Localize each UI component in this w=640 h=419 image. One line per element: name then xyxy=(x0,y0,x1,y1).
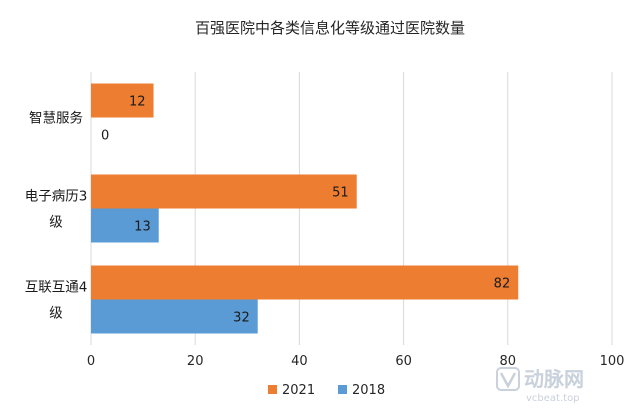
watermark: 动脉网 vcbeat.top xyxy=(496,367,584,404)
data-label-2021-2: 82 xyxy=(494,277,511,292)
bars: 12 0 51 13 82 32 xyxy=(91,83,519,334)
bar-2021-2 xyxy=(91,265,519,300)
x-tick-label-60: 60 xyxy=(395,354,412,369)
x-tick-label-100: 100 xyxy=(600,354,625,369)
x-tick-label-20: 20 xyxy=(187,354,204,369)
bar-2021-0 xyxy=(91,83,154,118)
bar-2021-1 xyxy=(91,174,357,209)
legend-label-2021: 2021 xyxy=(282,383,315,398)
legend-label-2018: 2018 xyxy=(352,383,385,398)
x-tick-labels: 0 20 40 60 80 100 xyxy=(87,354,625,369)
bar-2018-2 xyxy=(91,299,258,334)
legend: 2021 2018 xyxy=(268,383,385,398)
x-tick-label-0: 0 xyxy=(87,354,95,369)
data-label-2018-2: 32 xyxy=(233,311,250,326)
legend-swatch-2018 xyxy=(338,385,347,394)
data-label-2021-0: 12 xyxy=(129,95,146,110)
data-label-2018-1: 13 xyxy=(134,220,151,235)
x-tick-label-80: 80 xyxy=(500,354,517,369)
vcbeat-logo-icon xyxy=(496,367,520,391)
x-tick-label-40: 40 xyxy=(291,354,308,369)
category-label-0-0: 智慧服务 xyxy=(29,111,83,127)
legend-swatch-2021 xyxy=(268,385,277,394)
watermark-logo-text: 动脉网 xyxy=(524,367,584,391)
category-label-1-0: 电子病历3 xyxy=(25,189,88,205)
chart-title: 百强医院中各类信息化等级通过医院数量 xyxy=(195,19,465,37)
category-label-2-0: 互联互通4 xyxy=(25,280,88,296)
data-label-2021-1: 51 xyxy=(332,186,349,201)
category-label-1-1: 级 xyxy=(49,215,63,231)
data-label-2018-0: 0 xyxy=(101,129,109,144)
bar-2018-1 xyxy=(91,208,159,243)
watermark-url: vcbeat.top xyxy=(526,393,580,404)
category-label-2-1: 级 xyxy=(49,306,63,322)
